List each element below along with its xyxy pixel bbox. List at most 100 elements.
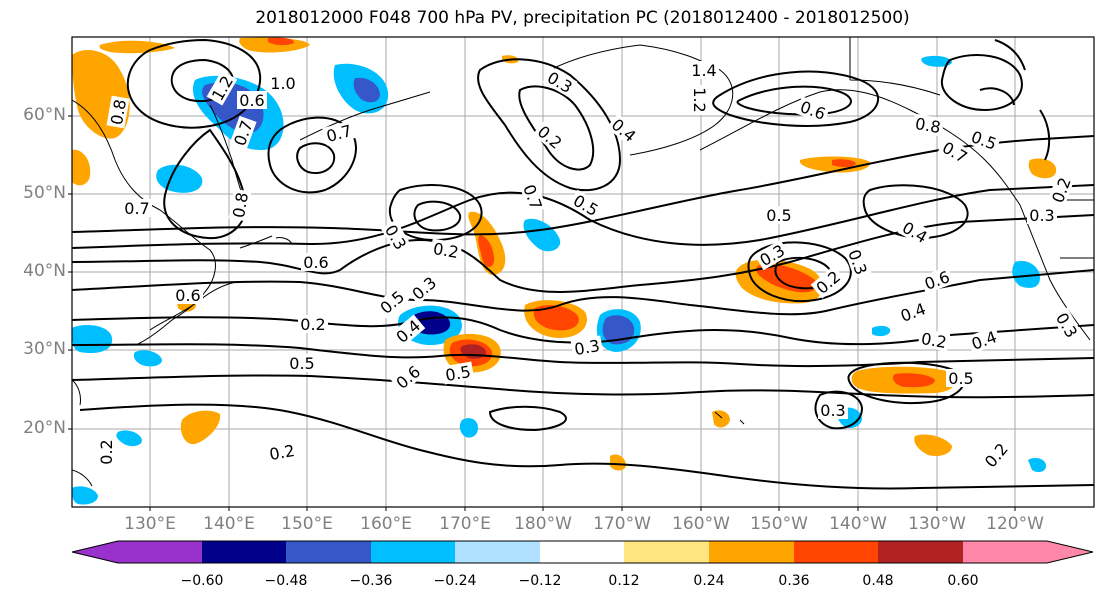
precip-negative-core (602, 315, 635, 345)
colorbar-tick-label: −0.12 (518, 573, 562, 589)
longitude-label: 170°W (593, 514, 651, 534)
contour-label-background (429, 238, 463, 262)
contour-label-background (1051, 307, 1083, 343)
contour-label-background (228, 188, 252, 222)
contour-label-background (1047, 172, 1075, 208)
contour-label-background (917, 328, 951, 352)
colorbar-tick-label: 0.24 (693, 573, 725, 589)
colorbar-tick-label: −0.48 (264, 573, 308, 589)
contour-label-background (897, 216, 933, 248)
contour-label-background (570, 335, 604, 359)
contour-label-background (1027, 206, 1057, 224)
longitude-label: 130°W (908, 514, 966, 534)
precip-positive-region (1028, 158, 1057, 179)
contour-label-background (298, 315, 328, 333)
longitude-label: 170°E (439, 514, 491, 534)
colorbar-tick-label: 0.36 (778, 573, 810, 589)
colorbar-tick-label: −0.60 (180, 573, 224, 589)
contour-label: 0.3 (820, 401, 845, 420)
contour-label-background (754, 239, 790, 271)
colorbar-segment (878, 541, 963, 563)
contour-label-background (301, 253, 331, 271)
contour-label: 0.5 (766, 206, 791, 225)
contour-label-background (122, 199, 152, 217)
contour-label-background (229, 115, 257, 151)
colorbar-segment (963, 541, 1093, 563)
colorbar-segment (624, 541, 709, 563)
precip-negative-region (872, 325, 891, 337)
precip-positive-region (72, 149, 91, 186)
contour-label-background (265, 440, 299, 464)
longitude-label: 160°W (672, 514, 730, 534)
contour-label-background (568, 189, 604, 221)
contour-label: 0.2 (432, 239, 460, 262)
axis-ticks (68, 115, 1016, 511)
precip-positive-core (756, 264, 818, 293)
contour-label-background (532, 120, 568, 154)
contour-label: 0.7 (124, 199, 149, 218)
contour-label: 0.6 (239, 91, 264, 110)
precip-negative-region (523, 218, 561, 252)
precip-negative-region (1012, 260, 1040, 288)
contour-label-background (206, 70, 238, 106)
contour-label-background (979, 437, 1013, 473)
colorbar-segment (794, 541, 878, 563)
precip-negative-region (72, 325, 113, 354)
contour-label-background (919, 266, 955, 294)
contour-label-background (106, 95, 130, 129)
longitude-label: 180°W (514, 514, 572, 534)
contour-label: 0.8 (914, 114, 942, 137)
contour-label: 0.6 (303, 253, 328, 272)
longitude-label: 120°W (986, 514, 1044, 534)
colorbar-tick-label: 0.60 (947, 573, 979, 589)
contour-label-background (390, 314, 426, 348)
contour-label: 1.0 (270, 74, 295, 93)
colorbar-segment (202, 541, 286, 563)
contour-label-background (937, 136, 973, 168)
contour-labels: 1.01.20.70.80.70.7 0.80.60.3 0.20.60.7 0.50… (97, 61, 1083, 473)
contour-label-background (764, 206, 794, 224)
contour-label-background (810, 265, 846, 299)
precip-positive-core (893, 373, 935, 388)
precip-positive-region (99, 40, 175, 54)
precip-positive-core (478, 235, 495, 267)
colorbar-segment (72, 541, 202, 563)
map-title: 2018012000 F048 700 hPa PV, precipitatio… (255, 8, 910, 28)
latitude-label: 20°N (23, 418, 66, 438)
precip-negative-region (133, 350, 162, 367)
precip-negative-region (459, 418, 478, 438)
latitude-label: 60°N (23, 105, 66, 125)
contour-label-background (237, 91, 267, 109)
contour-label-background (895, 298, 931, 326)
colorbar-tick-label: −0.36 (349, 573, 393, 589)
contour-label: 0.2 (268, 441, 296, 464)
colorbar-segment (371, 541, 455, 563)
contour-label-background (606, 113, 642, 147)
longitude-label: 140°W (829, 514, 887, 534)
contour-label: 0.5 (289, 354, 314, 373)
contour-label-background (380, 219, 412, 255)
contour-label-background (966, 126, 1002, 154)
contour-label-background (691, 85, 709, 115)
contour-label-background (818, 401, 848, 419)
contour-label: 0.5 (948, 369, 973, 388)
contour-label-background (519, 179, 547, 215)
contour-label-background (268, 74, 298, 92)
longitude-label: 160°E (360, 514, 412, 534)
contour-label: 1.2 (690, 87, 709, 112)
contour-label: 0.5 (444, 362, 472, 385)
longitude-label: 150°E (281, 514, 333, 534)
precip-negative-region (72, 486, 98, 505)
precip-positive-region (610, 454, 626, 471)
colorbar-segment (540, 541, 624, 563)
colorbar (71, 540, 1094, 564)
colorbar-tick-label: −0.24 (433, 573, 477, 589)
contour-label-background (406, 271, 442, 305)
precip-negative-region (921, 55, 952, 67)
colorbar-segment (709, 541, 794, 563)
contour-label: 0.3 (1029, 206, 1054, 225)
longitude-label: 150°W (750, 514, 808, 534)
latitude-label: 30°N (23, 339, 66, 359)
longitude-label: 140°E (203, 514, 255, 534)
